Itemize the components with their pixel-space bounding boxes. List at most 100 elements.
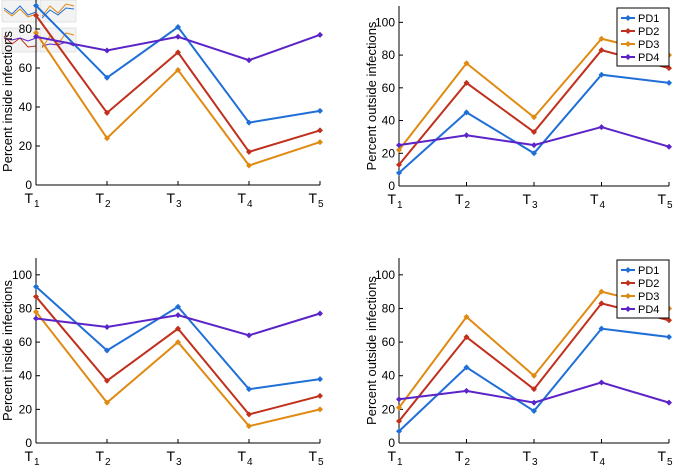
legend-marker-pd1 [625,267,631,273]
legend-marker-pd4 [625,54,631,60]
data-point-pd2 [246,148,252,155]
data-point-pd2 [104,377,110,384]
series-group [33,283,323,430]
data-point-pd3 [598,288,605,295]
y-tick-label: 80 [382,48,396,62]
data-point-pd3 [317,139,323,146]
data-point-pd3 [463,313,470,320]
y-tick-label: 0 [388,436,395,450]
y-tick-label: 80 [382,301,396,315]
legend-label-pd4: PD4 [638,304,659,316]
data-point-pd2 [531,386,537,393]
data-point-pd2 [598,300,605,307]
data-point-pd4 [246,332,252,339]
legend-label-pd2: PD2 [638,26,659,38]
data-point-pd2 [666,65,672,72]
data-point-pd3 [317,406,323,413]
data-point-pd3 [396,404,402,411]
data-point-pd1 [246,119,252,126]
data-point-pd4 [531,142,537,149]
y-tick-label: 100 [375,15,395,29]
data-point-pd2 [33,12,39,19]
data-point-pd4 [317,31,323,38]
data-point-pd1 [463,109,470,116]
data-point-pd3 [396,147,402,153]
data-point-pd1 [246,386,252,393]
data-point-pd1 [396,169,402,176]
legend-marker-pd3 [625,293,631,299]
data-point-pd2 [317,127,323,134]
data-point-pd3 [33,29,39,36]
y-axis-label: Percent outside infections [364,21,379,170]
y-tick-label: 60 [19,335,33,349]
data-point-pd1 [598,71,605,78]
data-point-pd2 [317,392,323,399]
data-point-pd1 [531,150,537,157]
data-point-pd1 [317,107,323,114]
data-point-pd3 [246,423,252,430]
data-point-pd2 [666,317,672,324]
data-point-pd3 [531,114,537,121]
legend-label-pd1: PD1 [638,13,659,25]
legend-marker-pd2 [625,280,631,286]
y-tick-label: 20 [19,402,33,416]
legend-marker-pd2 [625,28,631,34]
y-tick-label: 80 [19,301,33,315]
y-tick-label: 60 [382,335,396,349]
y-axis-label: Percent inside infections [0,31,15,172]
y-tick-label: 0 [25,178,32,192]
data-point-pd4 [33,33,39,40]
legend-marker-pd4 [625,306,631,312]
data-point-pd2 [463,79,470,86]
y-tick-label: 40 [382,369,396,383]
data-point-pd3 [246,162,252,169]
data-point-pd1 [463,364,470,371]
data-point-pd3 [175,66,181,73]
legend-label-pd2: PD2 [638,278,659,290]
data-point-pd1 [33,2,39,9]
data-point-pd1 [175,303,181,310]
data-point-pd4 [463,132,470,139]
data-point-pd4 [531,399,537,406]
legend-marker-pd1 [625,15,631,21]
y-tick-label: 0 [25,436,32,450]
data-point-pd3 [531,372,537,379]
data-point-pd2 [33,293,39,300]
data-point-pd3 [175,339,181,346]
data-point-pd2 [246,411,252,418]
y-tick-label: 60 [382,81,396,95]
data-point-pd1 [396,428,402,435]
y-tick-label: 20 [382,402,396,416]
y-axis-label: Percent outside infections [364,276,379,425]
data-point-pd1 [104,74,110,81]
data-point-pd3 [104,399,110,406]
series-group [33,2,323,169]
data-point-pd1 [104,347,110,354]
data-point-pd2 [396,161,402,168]
data-point-pd3 [104,135,110,142]
data-point-pd3 [463,60,470,67]
legend-label-pd1: PD1 [638,265,659,277]
data-point-pd1 [666,334,672,341]
data-point-pd4 [33,315,39,322]
data-point-pd4 [175,312,181,319]
data-point-pd4 [666,143,672,150]
data-point-pd4 [598,124,605,131]
data-point-pd2 [598,47,605,54]
data-point-pd4 [396,396,402,403]
data-point-pd1 [317,376,323,383]
y-axis-label: Percent inside infections [0,280,15,421]
y-tick-label: 20 [382,146,396,160]
data-point-pd2 [104,109,110,116]
y-tick-label: 80 [19,22,33,36]
data-point-pd2 [463,334,470,341]
data-point-pd3 [598,35,605,42]
data-point-pd4 [246,57,252,64]
data-point-pd4 [104,47,110,54]
data-point-pd4 [666,399,672,406]
data-point-pd2 [175,325,181,332]
y-tick-label: 40 [19,369,33,383]
